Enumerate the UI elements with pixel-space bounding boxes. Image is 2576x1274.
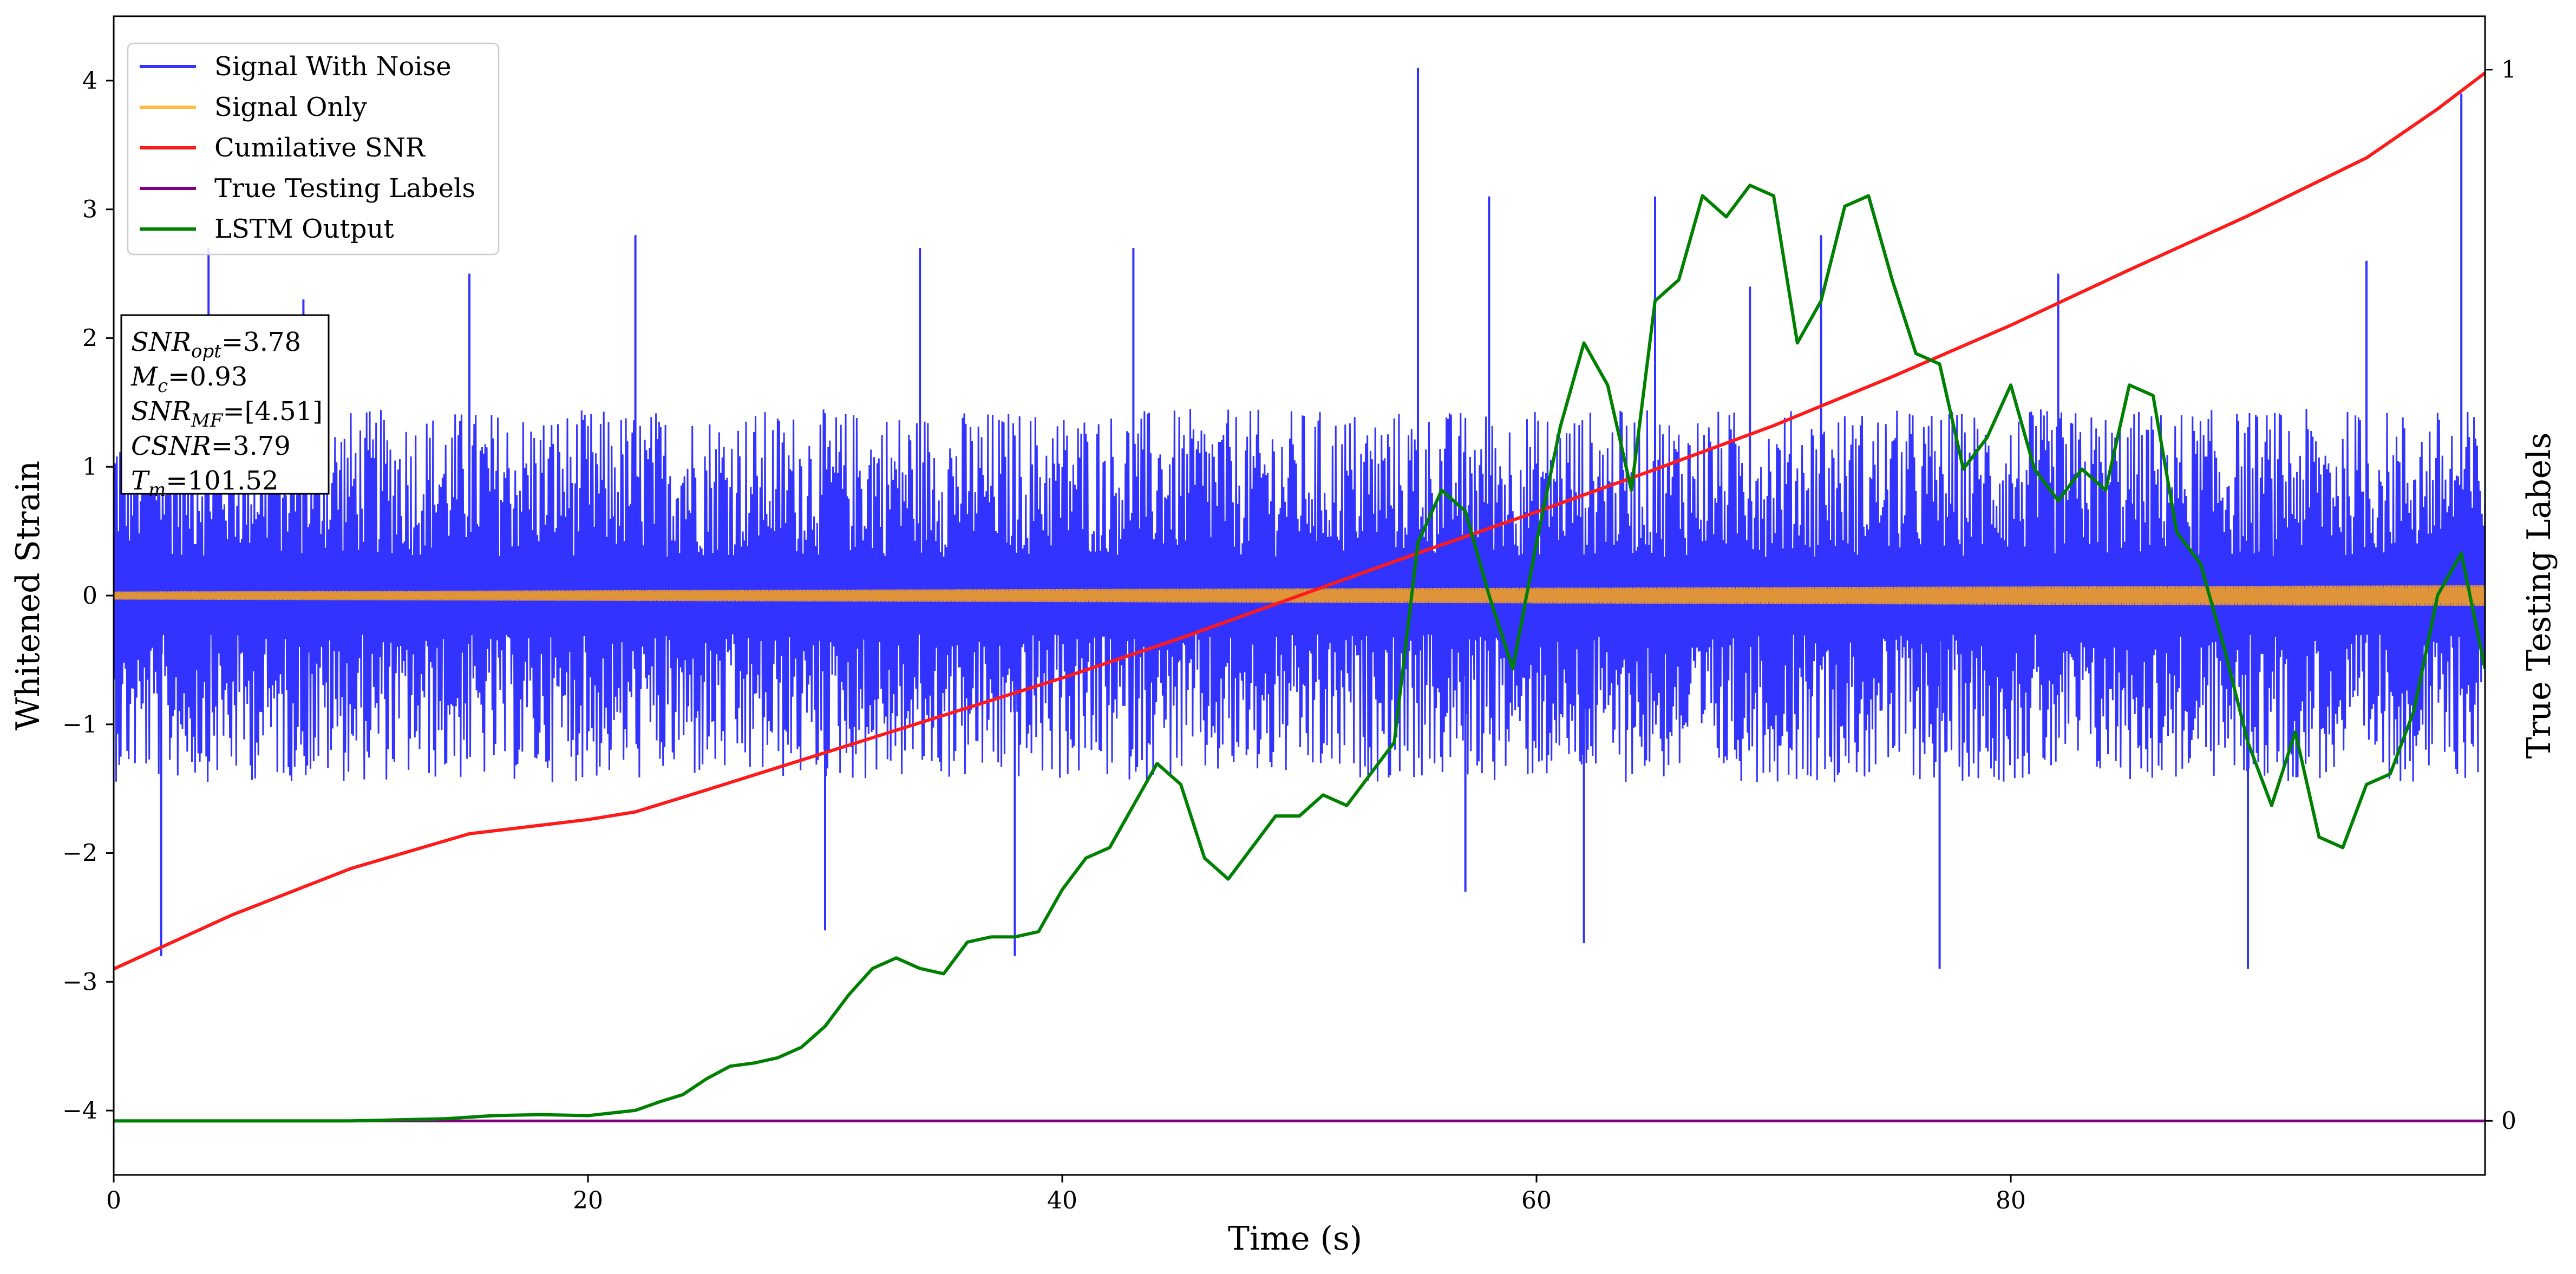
series-signal-only [114,585,2485,606]
info-line: Mc=0.93 [130,362,247,397]
y-tick-label: 4 [82,67,97,95]
info-subscript: opt [191,341,221,362]
info-value: =[4.51] [223,396,323,427]
y2-axis-ticks: 01 [2485,56,2516,1135]
info-symbol: CSNR [131,431,211,461]
series-lstm-output [114,184,2485,1123]
x-tick-label: 60 [1521,1187,1552,1214]
info-line: Tm=101.52 [131,466,278,501]
info-line: SNRMF=[4.51] [131,396,323,432]
x-axis-label: Time (s) [1228,1220,1362,1258]
x-tick-label: 40 [1047,1187,1077,1214]
x-tick-label: 80 [1996,1187,2026,1214]
info-box-frame [120,314,330,495]
info-subscript: m [148,479,166,501]
info-value: =3.78 [221,327,301,357]
y-tick-label: 0 [82,582,97,610]
y2-tick-label: 1 [2501,56,2516,84]
series-layer [114,68,2485,1123]
legend-label: Signal Only [214,92,367,122]
y-tick-label: −2 [62,840,97,867]
legend-label: True Testing Labels [214,173,475,204]
series-cumilative-snr [114,71,2485,971]
info-symbol: SNR [131,327,191,357]
info-value: =0.93 [168,362,247,392]
info-symbol: M [130,362,159,392]
legend-label: Signal With Noise [214,51,452,82]
y-axis-ticks: −4 −3 −2 −1 0 1 2 3 4 [62,67,114,1125]
legend-label: Cumilative SNR [214,133,426,163]
info-symbol: SNR [131,396,191,427]
y-tick-label: 3 [82,196,97,224]
y2-axis-label: True Testing Labels [2520,433,2558,759]
series-signal-with-noise [114,409,2485,782]
x-axis-ticks: 0 20 40 60 80 [106,1175,2026,1214]
info-line: CSNR=3.79 [131,431,291,461]
info-line: SNRopt=3.78 [131,327,301,362]
info-subscript: MF [191,410,224,432]
y-tick-label: −4 [62,1097,97,1125]
y2-tick-label: 0 [2501,1107,2516,1135]
info-lines: SNRopt=3.78Mc=0.93SNRMF=[4.51]CSNR=3.79T… [130,327,323,501]
legend-label: LSTM Output [214,214,394,244]
x-tick-label: 20 [573,1187,603,1214]
info-value: =3.79 [211,431,291,461]
info-symbol: T [131,466,150,496]
x-tick-label: 0 [106,1187,121,1214]
info-box: SNRopt=3.78Mc=0.93SNRMF=[4.51]CSNR=3.79T… [120,314,330,501]
info-value: =101.52 [166,466,278,496]
y-tick-label: 2 [82,324,97,352]
y-tick-label: 1 [82,453,97,481]
legend-entries: Signal With Noise Signal Only Cumilative S… [140,51,475,244]
info-subscript: c [158,375,168,397]
noise-spikes [160,68,2463,969]
y-axis-label: Whitened Strain [9,461,47,730]
legend-frame [127,42,500,256]
legend: Signal With Noise Signal Only Cumilative S… [127,42,500,256]
y-tick-label: −3 [62,968,97,996]
y-tick-label: −1 [62,711,97,739]
